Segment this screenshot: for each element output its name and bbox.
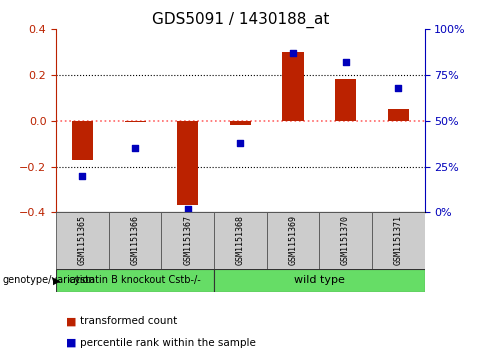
Text: GSM1151367: GSM1151367: [183, 216, 192, 265]
Text: GSM1151365: GSM1151365: [78, 216, 87, 265]
Bar: [214, 212, 266, 269]
Text: ■: ■: [66, 338, 77, 348]
Text: GSM1151370: GSM1151370: [341, 216, 350, 265]
Bar: [372, 212, 425, 269]
Text: genotype/variation: genotype/variation: [2, 276, 95, 285]
Bar: [230, 121, 251, 125]
Text: cystatin B knockout Cstb-/-: cystatin B knockout Cstb-/-: [69, 276, 201, 285]
Bar: [56, 269, 214, 292]
Text: ■: ■: [66, 316, 77, 326]
Point: [289, 50, 297, 56]
Bar: [109, 212, 162, 269]
Bar: [56, 212, 109, 269]
Bar: [388, 109, 409, 121]
Text: transformed count: transformed count: [80, 316, 177, 326]
Title: GDS5091 / 1430188_at: GDS5091 / 1430188_at: [152, 12, 329, 28]
Point: [394, 85, 402, 91]
Text: GSM1151369: GSM1151369: [288, 216, 298, 265]
Bar: [319, 212, 372, 269]
Point: [342, 59, 349, 65]
Point: [184, 206, 192, 212]
Bar: [214, 269, 425, 292]
Bar: [266, 212, 319, 269]
Text: ▶: ▶: [53, 276, 60, 285]
Text: GSM1151368: GSM1151368: [236, 216, 245, 265]
Text: GSM1151371: GSM1151371: [394, 216, 403, 265]
Bar: [177, 121, 198, 205]
Bar: [162, 212, 214, 269]
Text: GSM1151366: GSM1151366: [131, 216, 140, 265]
Text: wild type: wild type: [294, 276, 345, 285]
Point: [131, 145, 139, 151]
Text: percentile rank within the sample: percentile rank within the sample: [80, 338, 255, 348]
Bar: [283, 52, 304, 121]
Bar: [124, 121, 145, 122]
Point: [237, 140, 244, 146]
Bar: [72, 121, 93, 160]
Bar: [335, 79, 356, 121]
Point: [79, 173, 86, 179]
